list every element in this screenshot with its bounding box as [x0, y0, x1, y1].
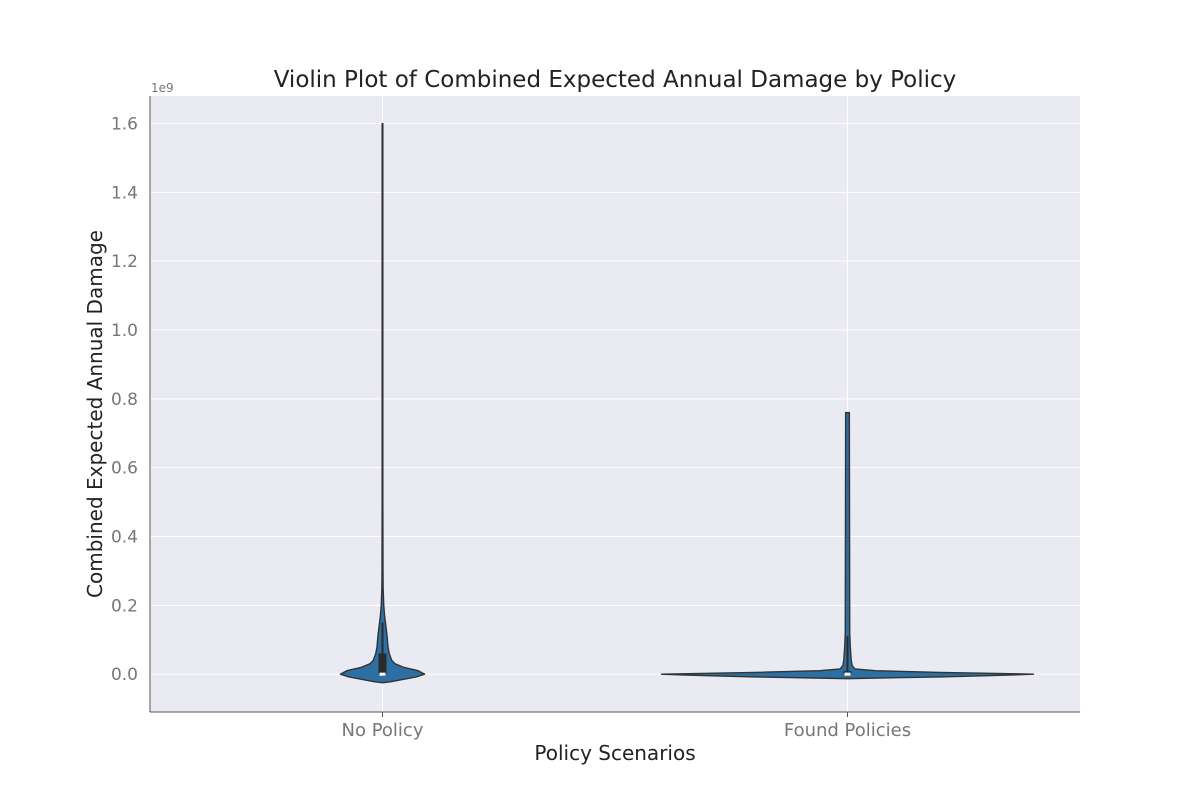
y-tick-label: 1.4	[111, 183, 138, 203]
y-tick-label: 0.2	[111, 596, 138, 616]
plot-area	[150, 96, 1080, 712]
y-axis-offset-text: 1e9	[151, 81, 174, 95]
y-tick-label: 0.6	[111, 459, 138, 479]
y-tick-label: 0.0	[111, 665, 138, 685]
axes: 0.0 0.2 0.4 0.6 0.8 1.0 1.2 1.4 1.6 No Policy Foun…	[111, 96, 1080, 741]
x-axis-label: Policy Scenarios	[534, 741, 695, 765]
y-axis-label: Combined Expected Annual Damage	[83, 230, 107, 598]
y-tick-label: 0.8	[111, 390, 138, 410]
x-tick-label: Found Policies	[784, 720, 911, 741]
y-tick-label: 0.4	[111, 527, 138, 547]
violin-box	[378, 653, 387, 675]
x-tick-label: No Policy	[342, 720, 424, 741]
violin-body	[660, 411, 1035, 680]
violin-body	[339, 122, 426, 684]
y-tick-label: 1.0	[111, 321, 138, 341]
violin-median	[379, 672, 386, 676]
violin-median	[844, 672, 851, 676]
chart-title: Violin Plot of Combined Expected Annual …	[274, 67, 957, 93]
y-tick-label: 1.2	[111, 252, 138, 272]
y-tick-label: 1.6	[111, 115, 138, 135]
violins	[339, 122, 1035, 684]
